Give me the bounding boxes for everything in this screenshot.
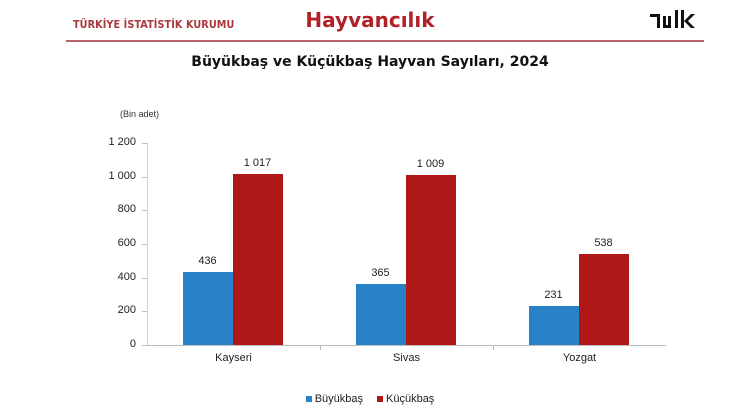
y-axis [147, 143, 148, 346]
x-category-label: Yozgat [562, 352, 597, 364]
data-label: 365 [371, 266, 390, 279]
data-label: 231 [544, 289, 563, 302]
legend-item-buyukbas: Büyükbaş [305, 393, 363, 405]
legend-swatch-buyukbas [305, 396, 312, 402]
legend-label-buyukbas: Büyükbaş [314, 393, 363, 405]
bar-buyukbas-kayseri [182, 271, 233, 345]
chart-title: Büyükbaş ve Küçükbaş Hayvan Sayıları, 20… [191, 54, 549, 70]
y-tick-label: 200 [117, 304, 136, 317]
legend: Büyükbaş Küçükbaş [0, 393, 740, 405]
bar-buyukbas-sivas [355, 283, 406, 345]
y-tick-label: 1 200 [108, 136, 136, 148]
y-tick-mark [142, 345, 147, 346]
y-tick-label: 0 [129, 338, 136, 350]
data-label: 1 017 [243, 156, 272, 169]
x-axis [147, 345, 666, 346]
y-tick-mark [142, 210, 147, 212]
data-label: 538 [594, 237, 613, 250]
data-label: 1 009 [416, 158, 445, 171]
legend-swatch-kucukbas [377, 396, 383, 402]
bar-kucukbas-yozgat [578, 254, 629, 345]
bar-buyukbas-yozgat [528, 306, 579, 345]
header-divider [66, 40, 704, 42]
y-tick-label: 1 000 [108, 169, 136, 182]
unit-label: (Bin adet) [120, 109, 160, 119]
y-tick-mark [142, 244, 147, 245]
x-tick-mark [320, 345, 321, 350]
section-title: Hayvancılık [305, 8, 435, 32]
y-tick-mark [142, 143, 147, 144]
bar-kucukbas-kayseri [232, 173, 283, 345]
data-label: 436 [198, 254, 217, 267]
bar-kucukbas-sivas [405, 175, 456, 345]
tuik-logo-icon [650, 10, 695, 28]
y-tick-mark [142, 311, 147, 313]
x-category-label: Sivas [393, 352, 420, 364]
y-tick-label: 600 [117, 237, 136, 249]
y-tick-label: 400 [117, 270, 136, 283]
y-tick-mark [142, 176, 147, 178]
legend-label-kucukbas: Küçükbaş [386, 393, 435, 405]
y-tick-mark [142, 277, 147, 279]
y-tick-label: 800 [117, 203, 136, 216]
legend-item-kucukbas: Küçükbaş [377, 393, 434, 405]
organization-name: TÜRKİYE İSTATİSTİK KURUMU [73, 19, 235, 31]
x-category-label: Kayseri [215, 352, 252, 364]
x-tick-mark [493, 345, 494, 350]
